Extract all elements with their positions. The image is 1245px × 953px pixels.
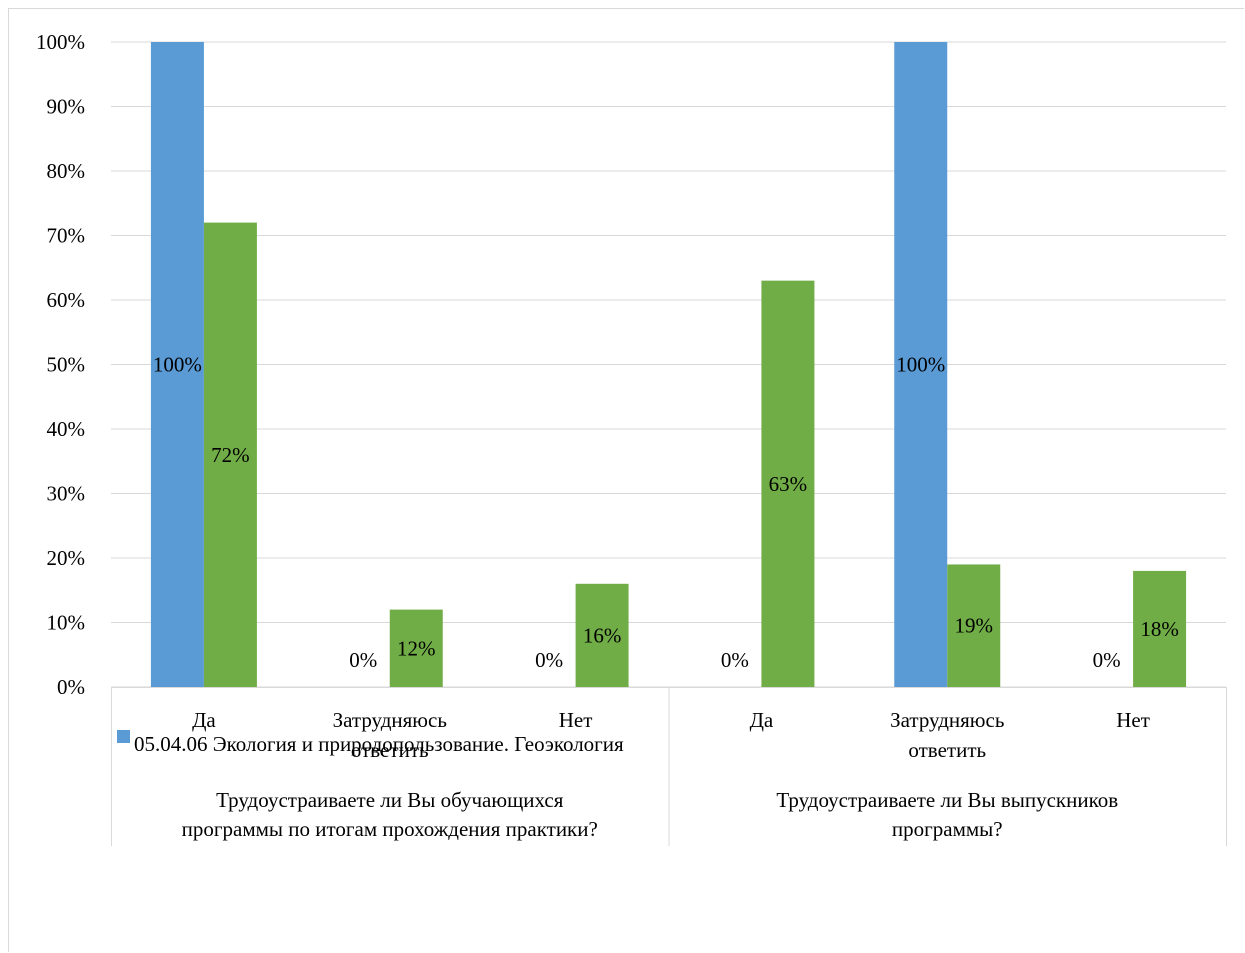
legend-item: 05.04.06 Экология и природопользование. …: [117, 730, 654, 759]
bar: [203, 222, 257, 687]
bar: [894, 42, 948, 687]
bar: [150, 42, 204, 687]
y-tick-label: 60%: [47, 288, 86, 312]
bar-chart: 0% 10% 20% 30% 40% 50% 60% 70% 80% 90% 100% 100% 0% 0…: [36, 30, 1227, 846]
bar: [947, 564, 1001, 687]
y-tick-label: 40%: [47, 417, 86, 441]
data-label: 72%: [211, 443, 250, 467]
y-tick-label: 50%: [47, 353, 86, 377]
x-group-label: Трудоустраиваете ли Вы выпускников програ…: [776, 788, 1118, 841]
x-category-label: Да: [192, 708, 216, 732]
legend-label: 05.04.06 Экология и природопользование. …: [134, 732, 624, 756]
y-tick-label: 0%: [57, 675, 85, 699]
bar: [575, 583, 629, 687]
data-label: 0%: [721, 648, 749, 672]
y-tick-label: 80%: [47, 159, 86, 183]
y-tick-label: 20%: [47, 546, 86, 570]
y-tick-label: 100%: [36, 30, 85, 54]
data-label: 12%: [397, 636, 436, 660]
legend: 05.04.06 Экология и природопользование. …: [117, 730, 654, 759]
x-category-label: Да: [750, 708, 774, 732]
y-tick-label: 30%: [47, 482, 86, 506]
x-category-label: Затрудняюсь ответить: [333, 708, 447, 762]
data-label: 0%: [1093, 648, 1121, 672]
x-group-label: Трудоустраиваете ли Вы обучающихся програ…: [182, 788, 598, 841]
data-label: 0%: [535, 648, 563, 672]
x-category-label: Нет: [559, 708, 593, 732]
chart-area: 0% 10% 20% 30% 40% 50% 60% 70% 80% 90% 100% 100% 0% 0…: [8, 8, 1244, 952]
bar: [761, 280, 815, 687]
y-tick-label: 90%: [47, 95, 86, 119]
y-tick-label: 10%: [47, 611, 86, 635]
data-label: 63%: [769, 472, 808, 496]
legend-swatch: [117, 730, 130, 743]
y-tick-label: 70%: [47, 224, 86, 248]
bar: [389, 609, 443, 687]
data-label: 100%: [153, 353, 202, 377]
x-category-label: Нет: [1116, 708, 1150, 732]
x-category-label: Затрудняюсь ответить: [890, 708, 1004, 762]
data-label: 16%: [583, 623, 622, 647]
data-label: 19%: [955, 614, 994, 638]
data-label: 18%: [1140, 617, 1179, 641]
bar: [1133, 570, 1187, 687]
data-label: 0%: [349, 648, 377, 672]
data-label: 100%: [896, 353, 945, 377]
